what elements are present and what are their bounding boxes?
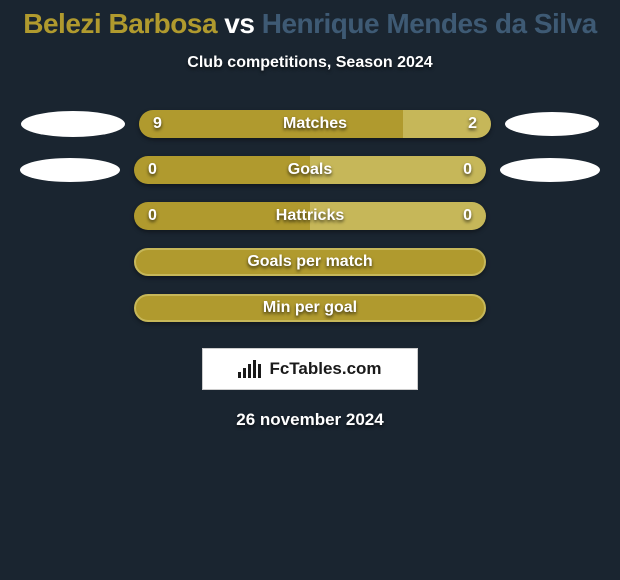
bar-segment-right: 0 xyxy=(310,156,486,184)
player1-name: Belezi Barbosa xyxy=(23,8,217,39)
stat-row: Min per goal xyxy=(0,294,620,322)
stat-value-right: 2 xyxy=(468,115,477,133)
source-text: FcTables.com xyxy=(269,359,381,379)
stat-row: 0 0 Goals xyxy=(0,156,620,184)
bar-segment-left: 9 xyxy=(139,110,403,138)
stat-bar: Min per goal xyxy=(134,294,486,322)
stat-bar: 0 0 Goals xyxy=(134,156,486,184)
stat-row: 9 2 Matches xyxy=(0,110,620,138)
player1-ellipse xyxy=(21,111,125,137)
subtitle: Club competitions, Season 2024 xyxy=(0,54,620,72)
stat-row: Goals per match xyxy=(0,248,620,276)
player2-name: Henrique Mendes da Silva xyxy=(262,8,597,39)
stats-rows: 9 2 Matches 0 0 Goals 0 0 Hattricks Goals per mat… xyxy=(0,110,620,322)
stat-bar: 0 0 Hattricks xyxy=(134,202,486,230)
player1-ellipse xyxy=(20,158,120,182)
stat-label: Goals xyxy=(288,161,332,179)
bar-segment-right: 2 xyxy=(403,110,491,138)
vs-separator: vs xyxy=(224,8,254,39)
stat-value-left: 0 xyxy=(148,207,157,225)
date-label: 26 november 2024 xyxy=(0,410,620,430)
stat-bar: 9 2 Matches xyxy=(139,110,491,138)
stat-label: Min per goal xyxy=(263,299,357,317)
stat-label: Matches xyxy=(283,115,347,133)
player2-ellipse xyxy=(505,112,599,136)
stat-label: Hattricks xyxy=(276,207,344,225)
stat-value-left: 0 xyxy=(148,161,157,179)
stat-row: 0 0 Hattricks xyxy=(0,202,620,230)
bar-segment-left: 0 xyxy=(134,156,310,184)
chart-icon xyxy=(238,360,261,378)
stat-label: Goals per match xyxy=(247,253,372,271)
source-badge: FcTables.com xyxy=(202,348,418,390)
player2-ellipse xyxy=(500,158,600,182)
comparison-title: Belezi Barbosa vs Henrique Mendes da Sil… xyxy=(0,8,620,40)
stat-value-right: 0 xyxy=(463,161,472,179)
stat-value-right: 0 xyxy=(463,207,472,225)
stat-value-left: 9 xyxy=(153,115,162,133)
stat-bar: Goals per match xyxy=(134,248,486,276)
